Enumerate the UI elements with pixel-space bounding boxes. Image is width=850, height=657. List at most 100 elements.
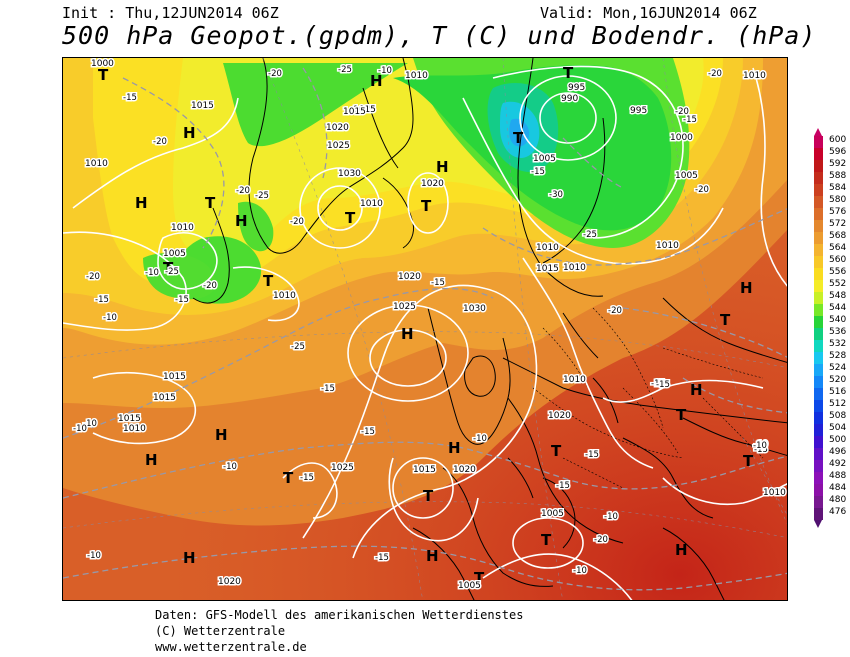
isobar-label: 1030 — [463, 304, 486, 314]
low-symbol: T — [676, 406, 687, 424]
legend-item: 536 — [812, 327, 848, 340]
legend-item: 548 — [812, 291, 848, 304]
low-symbol: T — [551, 442, 562, 460]
legend-value: 548 — [829, 291, 847, 301]
isobar-label: 1000 — [91, 59, 114, 69]
isotherm-label: -10 — [145, 268, 159, 278]
legend-swatch — [814, 304, 823, 316]
isotherm-label: -10 — [573, 566, 587, 576]
legend-swatch — [814, 448, 823, 460]
legend-item: 588 — [812, 171, 848, 184]
legend-value: 572 — [829, 219, 847, 229]
legend-value: 480 — [829, 495, 847, 505]
legend-value: 508 — [829, 411, 847, 421]
isotherm-label: -25 — [255, 191, 269, 201]
isobar-label: 1010 — [360, 199, 383, 209]
low-symbol: T — [263, 272, 274, 290]
legend-swatch — [814, 256, 823, 268]
isobar-label: 1015 — [536, 264, 559, 274]
isotherm-label: -20 — [695, 185, 709, 195]
legend-value: 556 — [829, 267, 847, 277]
legend-swatch — [814, 376, 823, 388]
legend-item: 564 — [812, 243, 848, 256]
low-symbol: T — [563, 64, 574, 82]
isobar-label: 1010 — [763, 488, 786, 498]
high-symbol: H — [135, 194, 148, 212]
legend-item: 504 — [812, 423, 848, 436]
isotherm-label: -15 — [95, 295, 109, 305]
legend-value: 528 — [829, 351, 847, 361]
legend-swatch — [814, 208, 823, 220]
footer-copyright: (C) Wetterzentrale — [155, 624, 286, 638]
isobar-label: 1010 — [656, 241, 679, 251]
legend-item: 524 — [812, 363, 848, 376]
isotherm-label: -20 — [153, 137, 167, 147]
legend-item: 596 — [812, 147, 848, 160]
isobar-label: 1010 — [563, 375, 586, 385]
legend-item: 488 — [812, 471, 848, 484]
legend-value: 496 — [829, 447, 847, 457]
isobar-label: 1020 — [398, 272, 421, 282]
isotherm-label: -10 — [83, 419, 97, 429]
legend-value: 576 — [829, 207, 847, 217]
isobar-label: 1010 — [536, 243, 559, 253]
isotherm-label: -15 — [431, 278, 445, 288]
isotherm-label: -15 — [321, 384, 335, 394]
legend-swatch — [814, 424, 823, 436]
legend-item: 552 — [812, 279, 848, 292]
isotherm-label: -10 — [754, 440, 768, 450]
legend-swatch — [814, 268, 823, 280]
legend-bottom-arrow — [814, 520, 822, 528]
legend-value: 600 — [829, 135, 847, 145]
legend-value: 476 — [829, 507, 847, 517]
legend-swatch — [814, 184, 823, 196]
legend-item: 540 — [812, 315, 848, 328]
isobar-label: 1010 — [123, 424, 146, 434]
legend-value: 568 — [829, 231, 847, 241]
legend-item: 496 — [812, 447, 848, 460]
isobar-label: 1015 — [353, 105, 376, 115]
isobar-label: 1020 — [453, 465, 476, 475]
legend-value: 488 — [829, 471, 847, 481]
isotherm-label: -15 — [375, 553, 389, 563]
high-symbol: H — [426, 547, 439, 565]
legend-value: 500 — [829, 435, 847, 445]
high-symbol: H — [183, 124, 196, 142]
pressure-centers: T H H T H T T T H H T T T H H T H T T T … — [98, 64, 754, 587]
low-symbol: T — [743, 452, 754, 470]
high-symbol: H — [675, 541, 688, 559]
isotherm-label: -20 — [608, 306, 622, 316]
isobar-label: 1005 — [675, 171, 698, 181]
isobar-label: 1025 — [327, 141, 350, 151]
isobar-label: 1015 — [163, 372, 186, 382]
isotherm-label: -15 — [754, 445, 768, 455]
isobar-label: 1005 — [163, 249, 186, 259]
isotherm-label: -25 — [291, 342, 305, 352]
isotherm-label: -15 — [175, 295, 189, 305]
legend-swatch — [814, 496, 823, 508]
isotherm-label: -25 — [583, 230, 597, 240]
legend-item: 584 — [812, 183, 848, 196]
isotherm-label: -15 — [361, 427, 375, 437]
legend-item: 532 — [812, 339, 848, 352]
high-symbol: H — [740, 279, 753, 297]
legend-item: 576 — [812, 207, 848, 220]
isotherm-label: -15 — [123, 93, 137, 103]
legend-item: 568 — [812, 231, 848, 244]
low-symbol: T — [163, 259, 174, 277]
legend-swatch — [814, 328, 823, 340]
isotherm-label: -20 — [86, 272, 100, 282]
legend-swatch — [814, 472, 823, 484]
isobar-label: 1010 — [405, 71, 428, 81]
legend-value: 540 — [829, 315, 847, 325]
high-symbol: H — [235, 212, 248, 230]
legend-swatch — [814, 160, 823, 172]
coastlines — [192, 58, 787, 600]
isobar-label: 1020 — [548, 411, 571, 421]
isotherm-label: -15 — [556, 481, 570, 491]
legend-item: 492 — [812, 459, 848, 472]
high-symbol: H — [215, 426, 228, 444]
isobar-label: 1010 — [171, 223, 194, 233]
legend-item: 516 — [812, 387, 848, 400]
legend-value: 564 — [829, 243, 847, 253]
